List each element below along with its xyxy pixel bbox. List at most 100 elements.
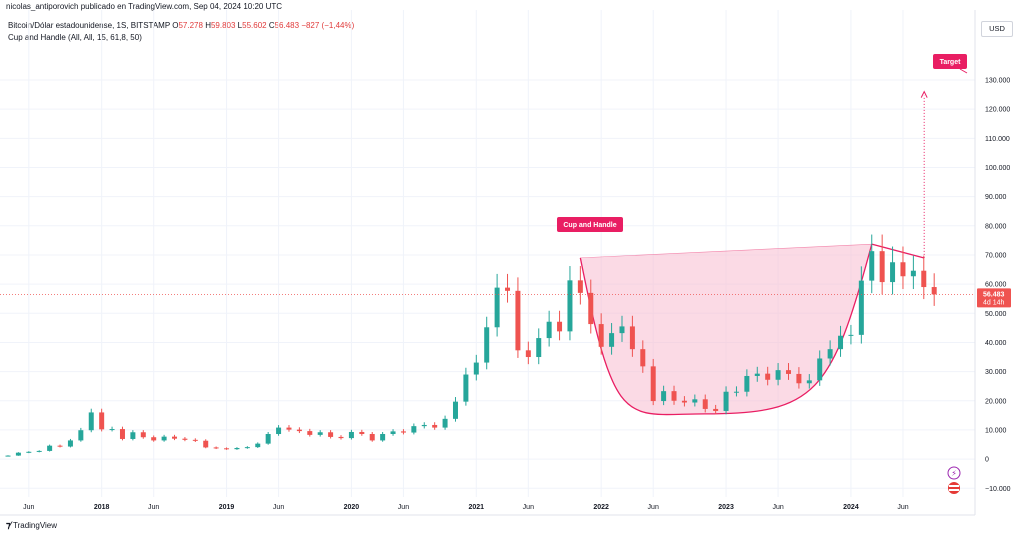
candle-body[interactable] [838, 335, 844, 350]
candle-body[interactable] [640, 349, 646, 367]
candle-body[interactable] [328, 432, 334, 437]
candle-body[interactable] [192, 439, 198, 441]
candle-body[interactable] [588, 292, 594, 325]
candle-body[interactable] [172, 436, 178, 439]
candle-body[interactable] [140, 432, 146, 438]
candle-body[interactable] [276, 427, 282, 435]
candle-body[interactable] [390, 431, 396, 435]
candle-body[interactable] [78, 430, 84, 441]
candle-body[interactable] [244, 447, 250, 449]
candle-body[interactable] [557, 321, 563, 332]
candle-body[interactable] [255, 443, 261, 448]
candle-body[interactable] [88, 412, 94, 431]
candle-body[interactable] [609, 333, 615, 347]
candle-body[interactable] [411, 426, 417, 433]
candle-body[interactable] [47, 445, 53, 451]
candle-body[interactable] [858, 280, 864, 335]
candle-body[interactable] [5, 455, 11, 457]
candle-body[interactable] [109, 429, 115, 431]
candle-body[interactable] [494, 287, 500, 328]
candle-body[interactable] [463, 374, 469, 402]
candle-body[interactable] [931, 287, 937, 295]
candle-body[interactable] [203, 440, 209, 448]
candle-body[interactable] [785, 370, 791, 374]
candle-body[interactable] [619, 326, 625, 334]
candle-body[interactable] [224, 448, 230, 450]
candle-body[interactable] [848, 334, 854, 336]
candle-body[interactable] [515, 290, 521, 351]
target-label-box[interactable] [933, 54, 967, 69]
candle-body[interactable] [432, 424, 438, 428]
candle-body[interactable] [99, 412, 105, 430]
candle-body[interactable] [151, 437, 157, 441]
candle-body[interactable] [338, 436, 344, 439]
candle-body[interactable] [536, 338, 542, 358]
indicator-legend[interactable]: Cup and Handle (All, All, 15, 61,8, 50) [8, 33, 142, 42]
candle-body[interactable] [161, 436, 167, 441]
candle-body[interactable] [15, 452, 21, 456]
candle-body[interactable] [890, 262, 896, 283]
candle-body[interactable] [473, 362, 479, 375]
candle-body[interactable] [869, 251, 875, 281]
candle-body[interactable] [182, 438, 188, 440]
candle-body[interactable] [484, 327, 490, 363]
candle-body[interactable] [806, 380, 812, 384]
candle-body[interactable] [921, 270, 927, 288]
candle-body[interactable] [130, 432, 136, 439]
candle-body[interactable] [380, 434, 386, 441]
candle-body[interactable] [119, 429, 125, 439]
candle-body[interactable] [36, 450, 42, 452]
candle-body[interactable] [827, 349, 833, 359]
cup-label-box[interactable] [557, 217, 623, 232]
candle-body[interactable] [505, 287, 511, 291]
candle-body[interactable] [775, 370, 781, 380]
candle-body[interactable] [744, 375, 750, 392]
candle-body[interactable] [359, 431, 365, 435]
candle-body[interactable] [67, 440, 73, 447]
y-tick-label: 70.000 [985, 252, 1007, 259]
candle-body[interactable] [296, 429, 302, 432]
candle-body[interactable] [796, 373, 802, 384]
candle-body[interactable] [817, 358, 823, 381]
candle-body[interactable] [765, 373, 771, 380]
candle-body[interactable] [421, 424, 427, 427]
candle-body[interactable] [671, 391, 677, 401]
currency-button[interactable]: USD [981, 21, 1013, 37]
us-flag-icon[interactable] [948, 482, 960, 494]
candle-body[interactable] [265, 434, 271, 444]
candle-body[interactable] [598, 324, 604, 347]
candle-body[interactable] [442, 418, 448, 428]
candle-body[interactable] [567, 280, 573, 332]
candle-body[interactable] [307, 431, 313, 435]
candle-body[interactable] [900, 262, 906, 277]
candle-body[interactable] [650, 366, 656, 402]
candle-body[interactable] [733, 391, 739, 393]
candle-body[interactable] [681, 400, 687, 403]
candle-body[interactable] [661, 391, 667, 402]
candle-body[interactable] [286, 427, 292, 430]
candle-body[interactable] [692, 399, 698, 403]
lightning-icon[interactable] [947, 466, 961, 480]
candle-body[interactable] [910, 270, 916, 277]
candle-body[interactable] [879, 251, 885, 283]
candle-body[interactable] [26, 451, 32, 453]
symbol-name[interactable]: Bitcoin/Dólar estadounidense, 1S, BITSTA… [8, 21, 171, 30]
candle-body[interactable] [525, 350, 531, 358]
candle-body[interactable] [723, 391, 729, 411]
candle-body[interactable] [317, 432, 323, 435]
candle-body[interactable] [213, 447, 219, 449]
handle-line [871, 243, 924, 259]
candle-body[interactable] [452, 401, 458, 419]
candle-body[interactable] [754, 373, 760, 376]
candle-body[interactable] [702, 399, 708, 409]
candle-body[interactable] [234, 448, 240, 450]
candle-body[interactable] [577, 280, 583, 293]
candle-body[interactable] [57, 445, 63, 447]
candle-body[interactable] [629, 326, 635, 350]
candle-body[interactable] [348, 431, 354, 439]
candle-body[interactable] [400, 431, 406, 433]
candle-body[interactable] [713, 408, 719, 411]
candle-body[interactable] [546, 321, 552, 339]
candle-body[interactable] [369, 434, 375, 441]
